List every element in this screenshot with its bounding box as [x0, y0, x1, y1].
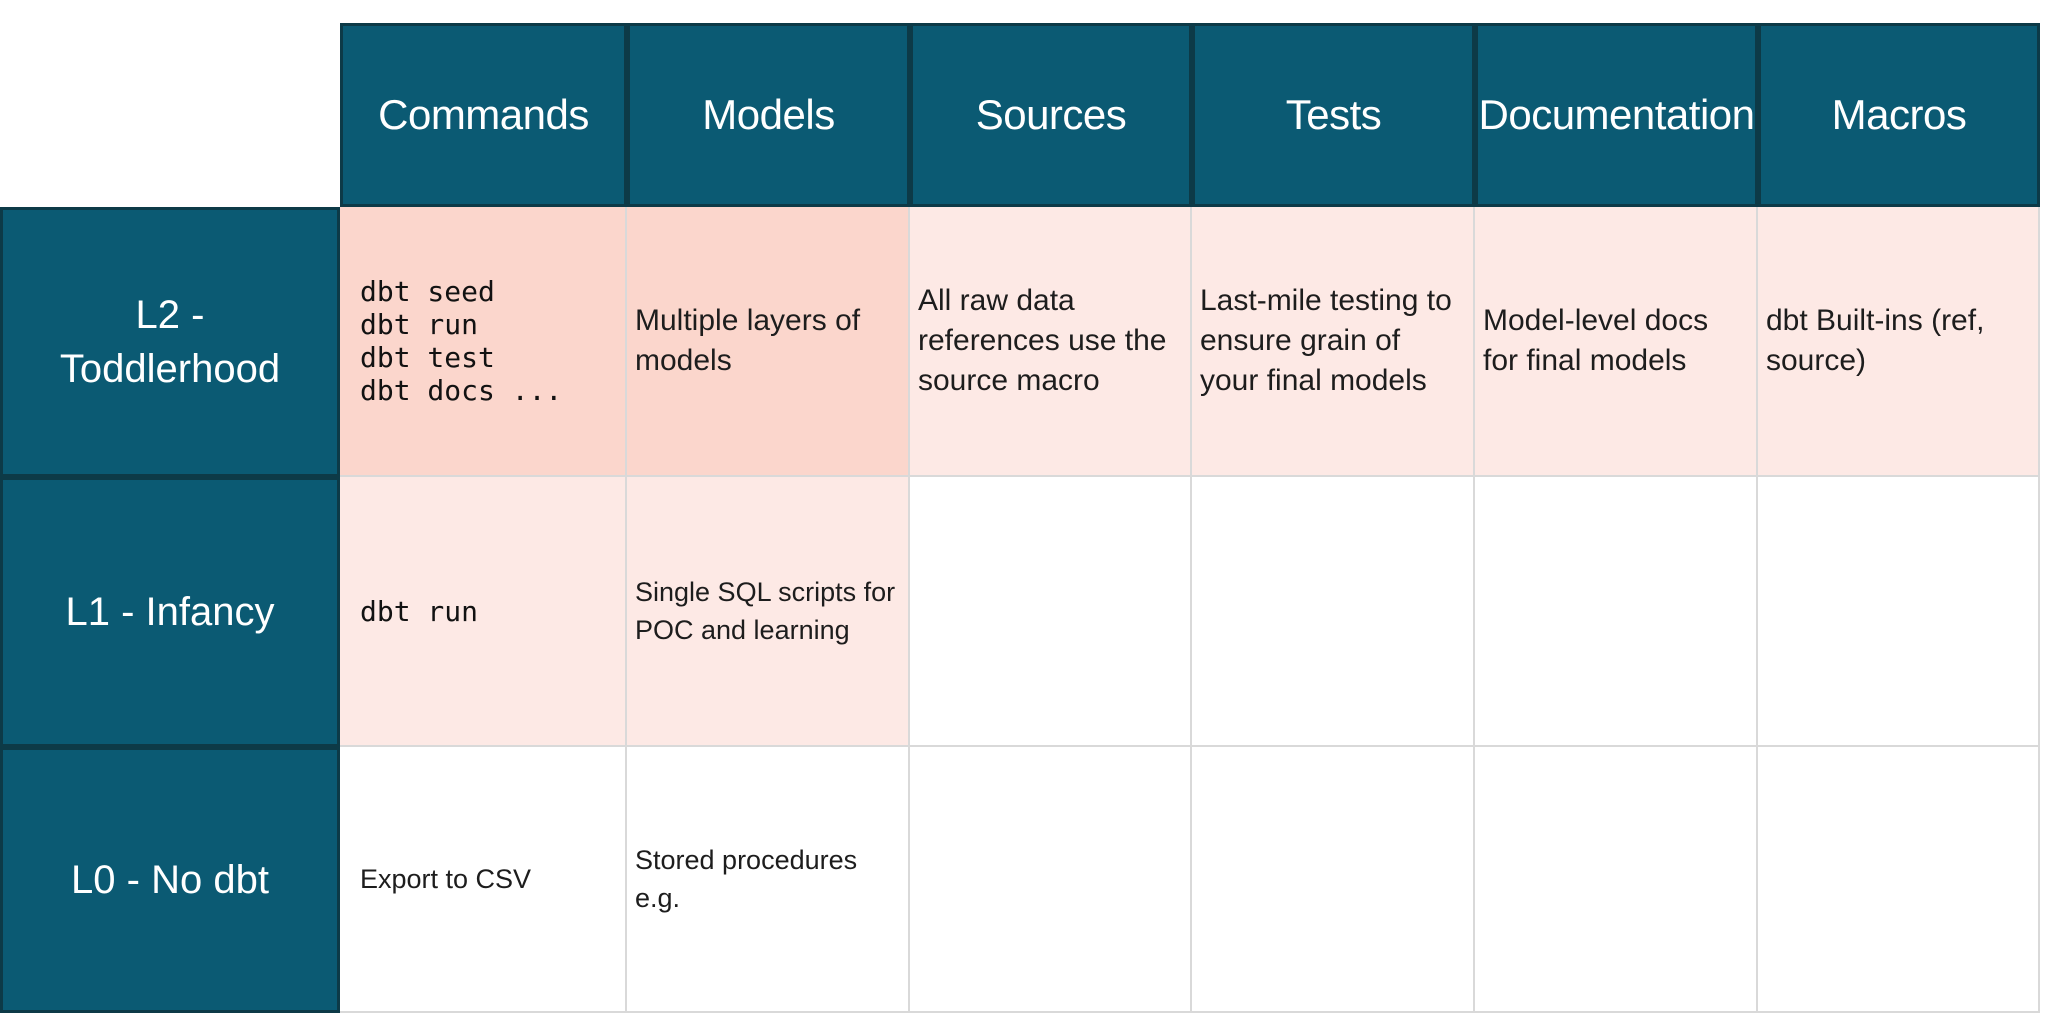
corner-cell [0, 23, 340, 207]
row-header-l1: L1 - Infancy [0, 477, 340, 747]
column-header-tests: Tests [1192, 23, 1475, 207]
cell-l2-models: Multiple layers of models [627, 207, 910, 477]
cell-l2-sources: All raw data references use the source m… [910, 207, 1192, 477]
cell-l0-models: Stored procedures e.g. [627, 747, 910, 1013]
column-header-sources: Sources [910, 23, 1192, 207]
cell-l0-macros [1758, 747, 2040, 1013]
cell-l2-documentation: Model-level docs for final models [1475, 207, 1758, 477]
cell-l2-macros: dbt Built-ins (ref, source) [1758, 207, 2040, 477]
column-header-commands: Commands [340, 23, 627, 207]
cell-l2-commands: dbt seed dbt run dbt test dbt docs ... [340, 207, 627, 477]
cell-l2-tests: Last-mile testing to ensure grain of you… [1192, 207, 1475, 477]
cell-l1-commands: dbt run [340, 477, 627, 747]
maturity-matrix-table: Commands Models Sources Tests Documentat… [0, 23, 2040, 1013]
cell-l0-documentation [1475, 747, 1758, 1013]
cell-l0-tests [1192, 747, 1475, 1013]
cell-l0-sources [910, 747, 1192, 1013]
cell-l1-tests [1192, 477, 1475, 747]
column-header-models: Models [627, 23, 910, 207]
column-header-documentation: Documentation [1475, 23, 1758, 207]
cell-l1-sources [910, 477, 1192, 747]
row-header-l0: L0 - No dbt [0, 747, 340, 1013]
row-header-l2: L2 - Toddlerhood [0, 207, 340, 477]
cell-l1-documentation [1475, 477, 1758, 747]
cell-l1-models: Single SQL scripts for POC and learning [627, 477, 910, 747]
column-header-macros: Macros [1758, 23, 2040, 207]
cell-l0-commands: Export to CSV [340, 747, 627, 1013]
cell-l1-macros [1758, 477, 2040, 747]
